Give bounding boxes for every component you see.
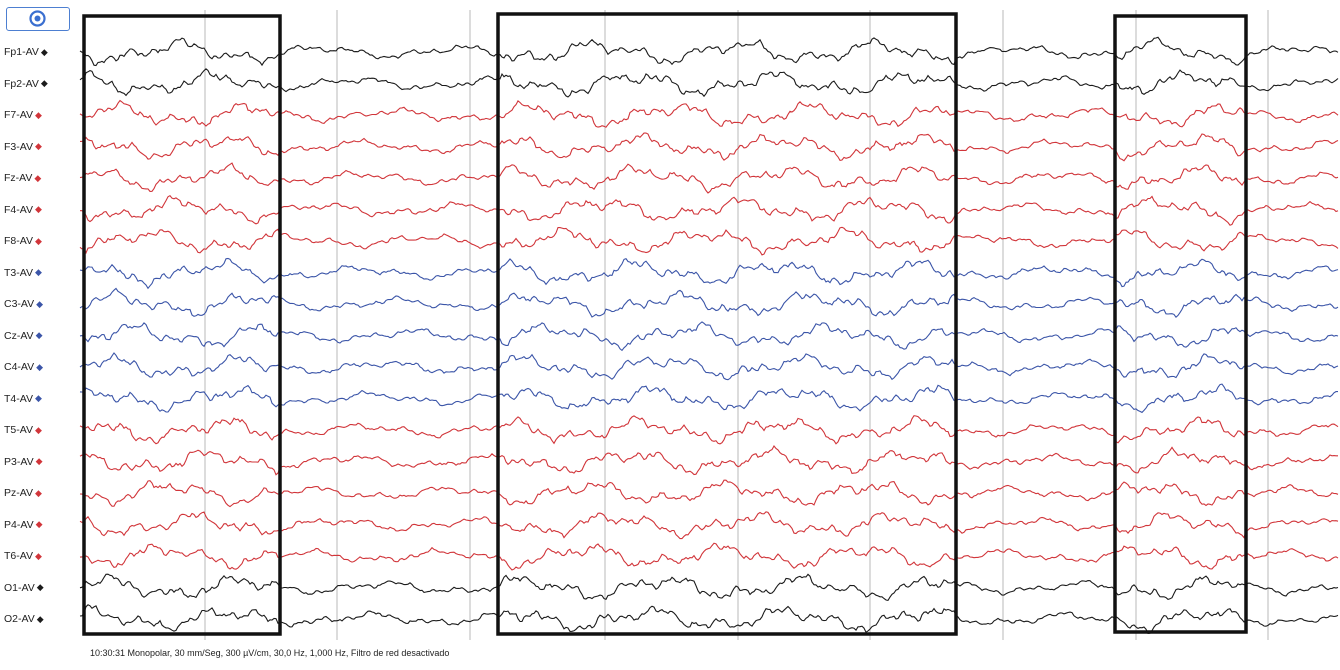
channel-color-marker-icon: ◆: [34, 109, 42, 120]
highlight-boxes: [82, 12, 1248, 636]
channel-label: Cz-AV ◆: [4, 330, 74, 342]
channel-color-marker-icon: ◆: [34, 141, 42, 151]
channel-trace: [79, 542, 1339, 571]
channel-label: T5-AV ◆: [4, 424, 74, 436]
channel-label-text: P4-AV: [4, 518, 34, 531]
target-circle-icon: [29, 10, 46, 27]
channel-traces: [79, 36, 1339, 634]
channel-color-marker-icon: ◆: [34, 487, 42, 498]
highlight-box: [82, 14, 282, 636]
channel-color-marker-icon: ◆: [34, 235, 42, 246]
channel-color-marker-icon: ◆: [40, 78, 48, 88]
channel-color-marker-icon: ◆: [35, 456, 43, 466]
channel-trace: [79, 352, 1339, 381]
channel-label-text: F7-AV: [4, 109, 33, 121]
channel-label-text: C3-AV: [4, 298, 35, 310]
channel-color-marker-icon: ◆: [40, 46, 48, 57]
channel-color-marker-icon: ◆: [34, 267, 42, 277]
channel-trace: [79, 68, 1339, 98]
logo-button[interactable]: [6, 7, 70, 31]
channel-label: C3-AV ◆: [4, 298, 74, 310]
channel-label-text: Pz-AV: [4, 487, 33, 499]
channel-label-text: Fp2-AV: [4, 77, 39, 90]
channel-trace: [79, 445, 1338, 476]
channel-label-text: T5-AV: [4, 424, 33, 436]
channel-label: O1-AV ◆: [4, 582, 74, 594]
channel-trace: [79, 321, 1339, 352]
highlight-box: [1113, 14, 1248, 634]
channel-color-marker-icon: ◆: [34, 172, 42, 183]
channel-label-text: C4-AV: [4, 361, 35, 373]
channel-label: T3-AV ◆: [4, 267, 74, 279]
channel-trace: [79, 36, 1339, 67]
channel-label: T4-AV ◆: [4, 393, 74, 405]
channel-color-marker-icon: ◆: [36, 361, 44, 372]
channel-label-text: F8-AV: [4, 235, 33, 247]
channel-label: C4-AV ◆: [4, 361, 74, 373]
channel-trace: [79, 383, 1338, 414]
channel-trace: [79, 287, 1339, 319]
channel-label: P4-AV ◆: [4, 519, 74, 531]
channel-color-marker-icon: ◆: [35, 330, 43, 340]
channel-trace: [79, 99, 1339, 128]
highlight-box: [496, 12, 958, 636]
channel-label: P3-AV ◆: [4, 456, 74, 468]
channel-label-text: Fp1-AV: [4, 46, 39, 58]
channel-trace: [79, 132, 1339, 162]
channel-label: F8-AV ◆: [4, 235, 74, 247]
channel-trace: [79, 415, 1339, 445]
channel-trace: [79, 226, 1339, 256]
channel-trace: [79, 573, 1339, 602]
channel-trace: [79, 479, 1339, 508]
channel-trace: [79, 257, 1339, 290]
channel-label-text: O1-AV: [4, 581, 35, 594]
channel-label: Fp1-AV ◆: [4, 46, 74, 58]
channel-trace: [79, 604, 1339, 634]
channel-color-marker-icon: ◆: [36, 613, 44, 624]
channel-label: Fp2-AV ◆: [4, 78, 74, 90]
channel-label: F7-AV ◆: [4, 109, 74, 121]
channel-color-marker-icon: ◆: [34, 204, 42, 214]
channel-label: F4-AV ◆: [4, 204, 74, 216]
channel-label-text: O2-AV: [4, 613, 35, 625]
channel-label: O2-AV ◆: [4, 613, 74, 625]
channel-label-text: P3-AV: [4, 455, 34, 468]
channel-label-text: T3-AV: [4, 266, 33, 279]
channel-color-marker-icon: ◆: [35, 519, 43, 529]
channel-trace: [80, 194, 1339, 226]
channel-label-text: T4-AV: [4, 392, 33, 405]
channel-label-text: Fz-AV: [4, 172, 33, 184]
channel-label-text: Cz-AV: [4, 329, 34, 342]
channel-color-marker-icon: ◆: [36, 298, 44, 309]
channel-label-text: T6-AV: [4, 550, 33, 562]
channel-label: F3-AV ◆: [4, 141, 74, 153]
channel-trace: [79, 162, 1339, 194]
channel-color-marker-icon: ◆: [36, 582, 44, 592]
channel-trace: [79, 511, 1339, 540]
channel-color-marker-icon: ◆: [34, 393, 42, 403]
channel-label-text: F3-AV: [4, 140, 33, 153]
channel-label: T6-AV ◆: [4, 550, 74, 562]
time-grid: [204, 10, 1269, 640]
channel-label: Fz-AV ◆: [4, 172, 74, 184]
channel-label-text: F4-AV: [4, 203, 33, 216]
channel-color-marker-icon: ◆: [34, 424, 42, 435]
channel-label: Pz-AV ◆: [4, 487, 74, 499]
channel-color-marker-icon: ◆: [34, 550, 42, 561]
status-line: 10:30:31 Monopolar, 30 mm/Seg, 300 µV/cm…: [90, 648, 450, 658]
